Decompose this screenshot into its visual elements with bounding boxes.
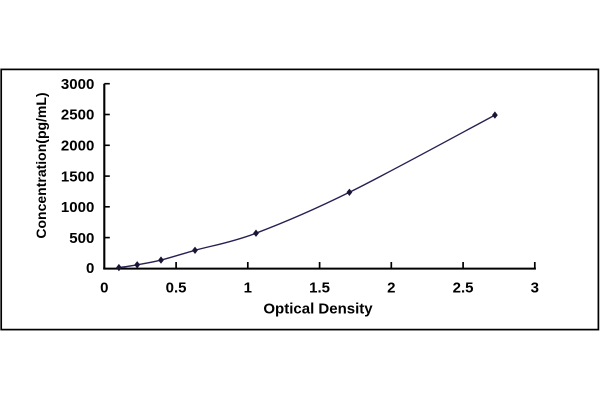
svg-text:2.5: 2.5 (453, 280, 474, 297)
svg-text:1000: 1000 (61, 199, 94, 216)
svg-text:1500: 1500 (61, 168, 94, 185)
svg-text:500: 500 (69, 230, 94, 247)
svg-text:2000: 2000 (61, 138, 94, 155)
svg-text:3: 3 (531, 280, 539, 297)
svg-text:1.5: 1.5 (309, 280, 330, 297)
svg-text:Optical Density: Optical Density (263, 301, 373, 318)
svg-text:2: 2 (387, 280, 395, 297)
svg-text:1: 1 (244, 280, 252, 297)
svg-text:3000: 3000 (61, 76, 94, 93)
svg-text:0: 0 (86, 260, 94, 277)
svg-text:0: 0 (100, 280, 108, 297)
svg-text:0.5: 0.5 (166, 280, 187, 297)
svg-text:2500: 2500 (61, 107, 94, 124)
svg-text:Concentration(pg/mL): Concentration(pg/mL) (33, 92, 49, 238)
